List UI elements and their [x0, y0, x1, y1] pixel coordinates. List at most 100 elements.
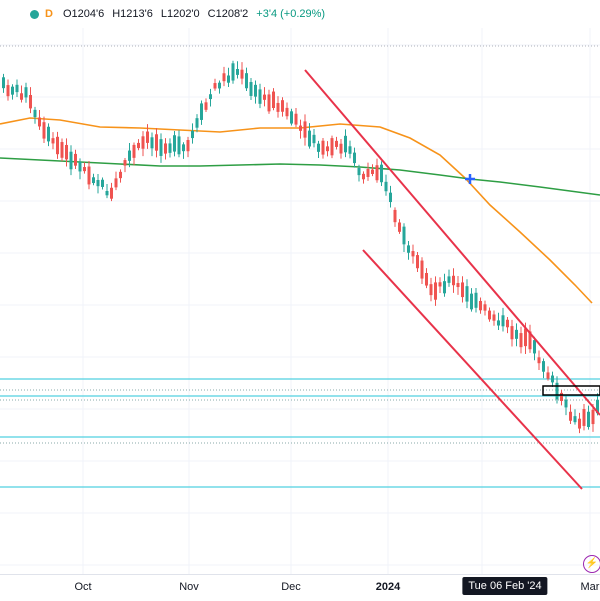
candle-body	[515, 329, 518, 339]
price-chart[interactable]	[0, 0, 600, 574]
candle-body	[155, 134, 158, 151]
candle-body	[227, 75, 230, 83]
candle-body	[587, 411, 590, 427]
candle-body	[582, 409, 586, 426]
tick-mar: Mar	[580, 581, 600, 593]
candle-body	[285, 107, 289, 117]
candle-body	[2, 77, 5, 89]
candle-body	[312, 134, 316, 144]
candle-body	[168, 143, 172, 153]
candle-body	[101, 179, 104, 187]
candle-body	[290, 111, 293, 124]
candle-body	[200, 103, 203, 120]
candle-body	[123, 160, 127, 166]
candle-body	[488, 310, 491, 320]
grid-lines	[0, 28, 600, 574]
candle-body	[452, 275, 455, 286]
candle-body	[236, 69, 239, 75]
ohlc-legend: D O1204'6 H1213'6 L1202'0 C1208'2 +3'4 (…	[0, 0, 327, 28]
close-value: C1208'2	[207, 8, 249, 20]
candle-body	[506, 319, 509, 328]
candle-body	[83, 167, 86, 172]
candle-body	[51, 138, 55, 144]
candle-body	[537, 357, 541, 364]
candle-body	[357, 167, 361, 176]
candle-body	[42, 122, 46, 139]
candle-body	[560, 392, 563, 401]
candle-body	[402, 226, 406, 245]
candle-body	[308, 130, 311, 147]
candle-body	[272, 91, 275, 109]
candle-body	[281, 100, 284, 112]
candle-body	[510, 326, 514, 340]
candle-body	[555, 382, 559, 400]
open-value: O1204'6	[62, 8, 105, 20]
candle-body	[546, 372, 550, 379]
candle-body	[425, 273, 428, 286]
candle-body	[159, 139, 163, 156]
candle-body	[33, 109, 37, 118]
candle-body	[380, 164, 383, 183]
candle-body	[294, 113, 298, 125]
candle-body	[501, 315, 505, 327]
candlestick-series	[2, 60, 599, 434]
candle-body	[596, 399, 599, 414]
candle-body	[132, 144, 136, 158]
candle-body	[141, 136, 145, 149]
candle-body	[398, 222, 401, 232]
tick-oct: Oct	[74, 581, 92, 593]
candle-body	[186, 140, 190, 152]
candle-body	[407, 245, 410, 253]
candle-body	[258, 89, 262, 104]
candle-body	[569, 411, 572, 421]
candle-body	[38, 117, 41, 127]
candle-body	[299, 125, 302, 131]
candle-body	[218, 82, 221, 89]
interval-badge: D	[45, 8, 53, 20]
candle-body	[483, 304, 487, 311]
candle-body	[222, 73, 226, 82]
candle-body	[6, 85, 10, 97]
candle-body	[231, 63, 235, 81]
highlight-box	[542, 385, 600, 396]
time-axis[interactable]: Oct Nov Dec 2024 Tue 06 Feb '24 Mar	[0, 574, 600, 601]
candle-body	[245, 73, 248, 89]
candle-body	[564, 399, 568, 408]
candle-body	[15, 84, 19, 93]
tick-2024: 2024	[375, 581, 401, 593]
candle-body	[24, 87, 28, 98]
candle-body	[303, 121, 307, 138]
candle-body	[461, 282, 464, 298]
candle-body	[456, 283, 460, 288]
candle-body	[497, 320, 500, 326]
candle-body	[465, 286, 469, 302]
candle-body	[240, 69, 244, 79]
candle-body	[519, 333, 523, 348]
candle-body	[429, 284, 433, 296]
candle-body	[119, 171, 122, 179]
descending-channel[interactable]	[304, 69, 600, 490]
candle-body	[209, 94, 212, 100]
candle-body	[384, 181, 388, 192]
candle-body	[47, 126, 50, 142]
market-status-dot	[30, 9, 39, 19]
candle-body	[578, 418, 581, 429]
candle-body	[362, 173, 365, 180]
crosshair-marker	[465, 174, 475, 184]
candle-body	[56, 136, 59, 155]
candle-body	[326, 146, 329, 152]
candle-body	[87, 166, 91, 185]
candle-body	[92, 177, 95, 184]
candle-body	[375, 165, 379, 181]
tick-dec: Dec	[281, 581, 301, 593]
candle-body	[267, 94, 271, 112]
moving-averages	[0, 117, 600, 304]
candle-body	[479, 300, 482, 311]
candle-body	[276, 102, 280, 112]
candle-body	[492, 314, 496, 321]
candle-body	[249, 82, 253, 96]
lightning-icon[interactable]: ⚡	[583, 555, 600, 573]
candle-body	[420, 260, 424, 279]
candle-body	[528, 331, 532, 350]
candle-body	[150, 137, 154, 149]
